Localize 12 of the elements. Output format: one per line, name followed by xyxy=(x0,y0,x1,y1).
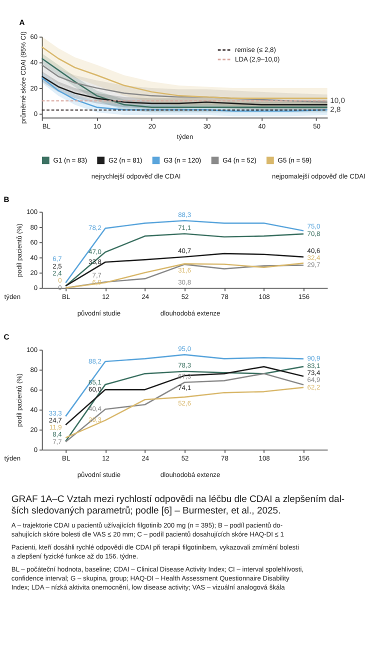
chart-title: B xyxy=(4,195,10,204)
chart-title: A xyxy=(19,18,26,28)
annotation: 2,8 xyxy=(330,105,341,114)
line-series xyxy=(64,220,304,284)
annotation: 10,0 xyxy=(330,96,345,105)
text: ších sledovaných parametrů; podle [6] – Burmester, et al., 2025. xyxy=(11,505,281,516)
line-series xyxy=(64,233,304,287)
text: GRAF 1A–C Vztah mezi rychlostí odpovědi na léčbu dle CDAI a zlepšením dal- xyxy=(11,494,345,505)
line-series xyxy=(64,386,304,438)
line-series xyxy=(41,46,328,99)
chart-title: C xyxy=(4,332,10,342)
line-series xyxy=(64,354,304,417)
